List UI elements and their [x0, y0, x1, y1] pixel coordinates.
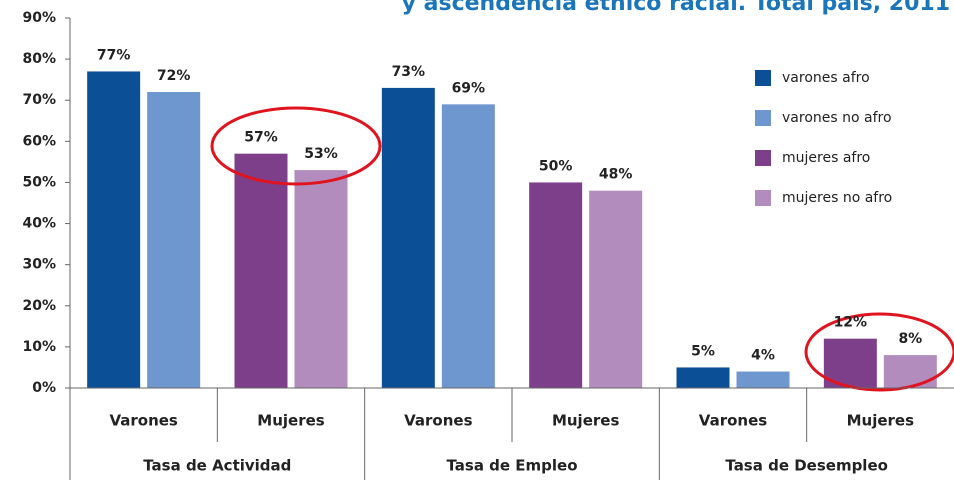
- bar: [234, 153, 288, 388]
- bar: [294, 170, 348, 388]
- y-tick-label: 50%: [22, 174, 56, 190]
- value-label: 5%: [691, 343, 715, 359]
- legend-swatch: [755, 110, 771, 126]
- bar: [441, 104, 495, 388]
- bar: [381, 87, 435, 388]
- x-tick-label: Mujeres: [552, 412, 619, 430]
- y-tick-label: 80%: [22, 51, 56, 67]
- group-label: Tasa de Empleo: [446, 457, 577, 475]
- bar: [147, 92, 201, 388]
- y-tick-label: 20%: [22, 298, 56, 314]
- legend-label: varones afro: [782, 70, 870, 86]
- bar: [589, 190, 643, 388]
- legend-swatch: [755, 190, 771, 206]
- bar: [736, 371, 790, 388]
- value-label: 77%: [97, 47, 131, 63]
- group-label: Tasa de Desempleo: [725, 457, 888, 475]
- bar: [529, 182, 583, 388]
- y-tick-label: 0%: [32, 380, 56, 396]
- highlight-ellipse: [804, 312, 954, 392]
- chart-title: y ascendencia étnico racial. Total país,…: [402, 0, 950, 16]
- legend-label: mujeres afro: [782, 150, 870, 166]
- bar: [676, 367, 730, 388]
- value-label: 4%: [751, 348, 775, 364]
- y-tick-label: 90%: [22, 10, 56, 26]
- bar: [87, 71, 141, 388]
- legend-swatch: [755, 70, 771, 86]
- value-label: 8%: [898, 331, 922, 347]
- legend-swatch: [755, 150, 771, 166]
- value-label: 73%: [392, 64, 426, 80]
- value-label: 53%: [304, 146, 338, 162]
- y-tick-label: 10%: [22, 339, 56, 355]
- y-tick-label: 30%: [22, 257, 56, 273]
- y-tick-label: 70%: [22, 92, 56, 108]
- highlight-ellipse: [210, 106, 382, 186]
- x-tick-label: Varones: [109, 412, 177, 430]
- x-tick-label: Varones: [404, 412, 472, 430]
- bar: [883, 355, 937, 388]
- value-label: 57%: [244, 130, 278, 146]
- value-label: 12%: [834, 315, 868, 331]
- y-tick-label: 60%: [22, 133, 56, 149]
- legend-label: mujeres no afro: [782, 190, 892, 206]
- value-label: 69%: [452, 80, 486, 96]
- y-tick-label: 40%: [22, 216, 56, 232]
- x-tick-label: Mujeres: [847, 412, 914, 430]
- legend-label: varones no afro: [782, 110, 892, 126]
- x-tick-label: Mujeres: [257, 412, 324, 430]
- group-label: Tasa de Actividad: [143, 457, 291, 475]
- value-label: 50%: [539, 158, 573, 174]
- value-label: 72%: [157, 68, 191, 84]
- value-label: 48%: [599, 167, 633, 183]
- x-tick-label: Varones: [699, 412, 767, 430]
